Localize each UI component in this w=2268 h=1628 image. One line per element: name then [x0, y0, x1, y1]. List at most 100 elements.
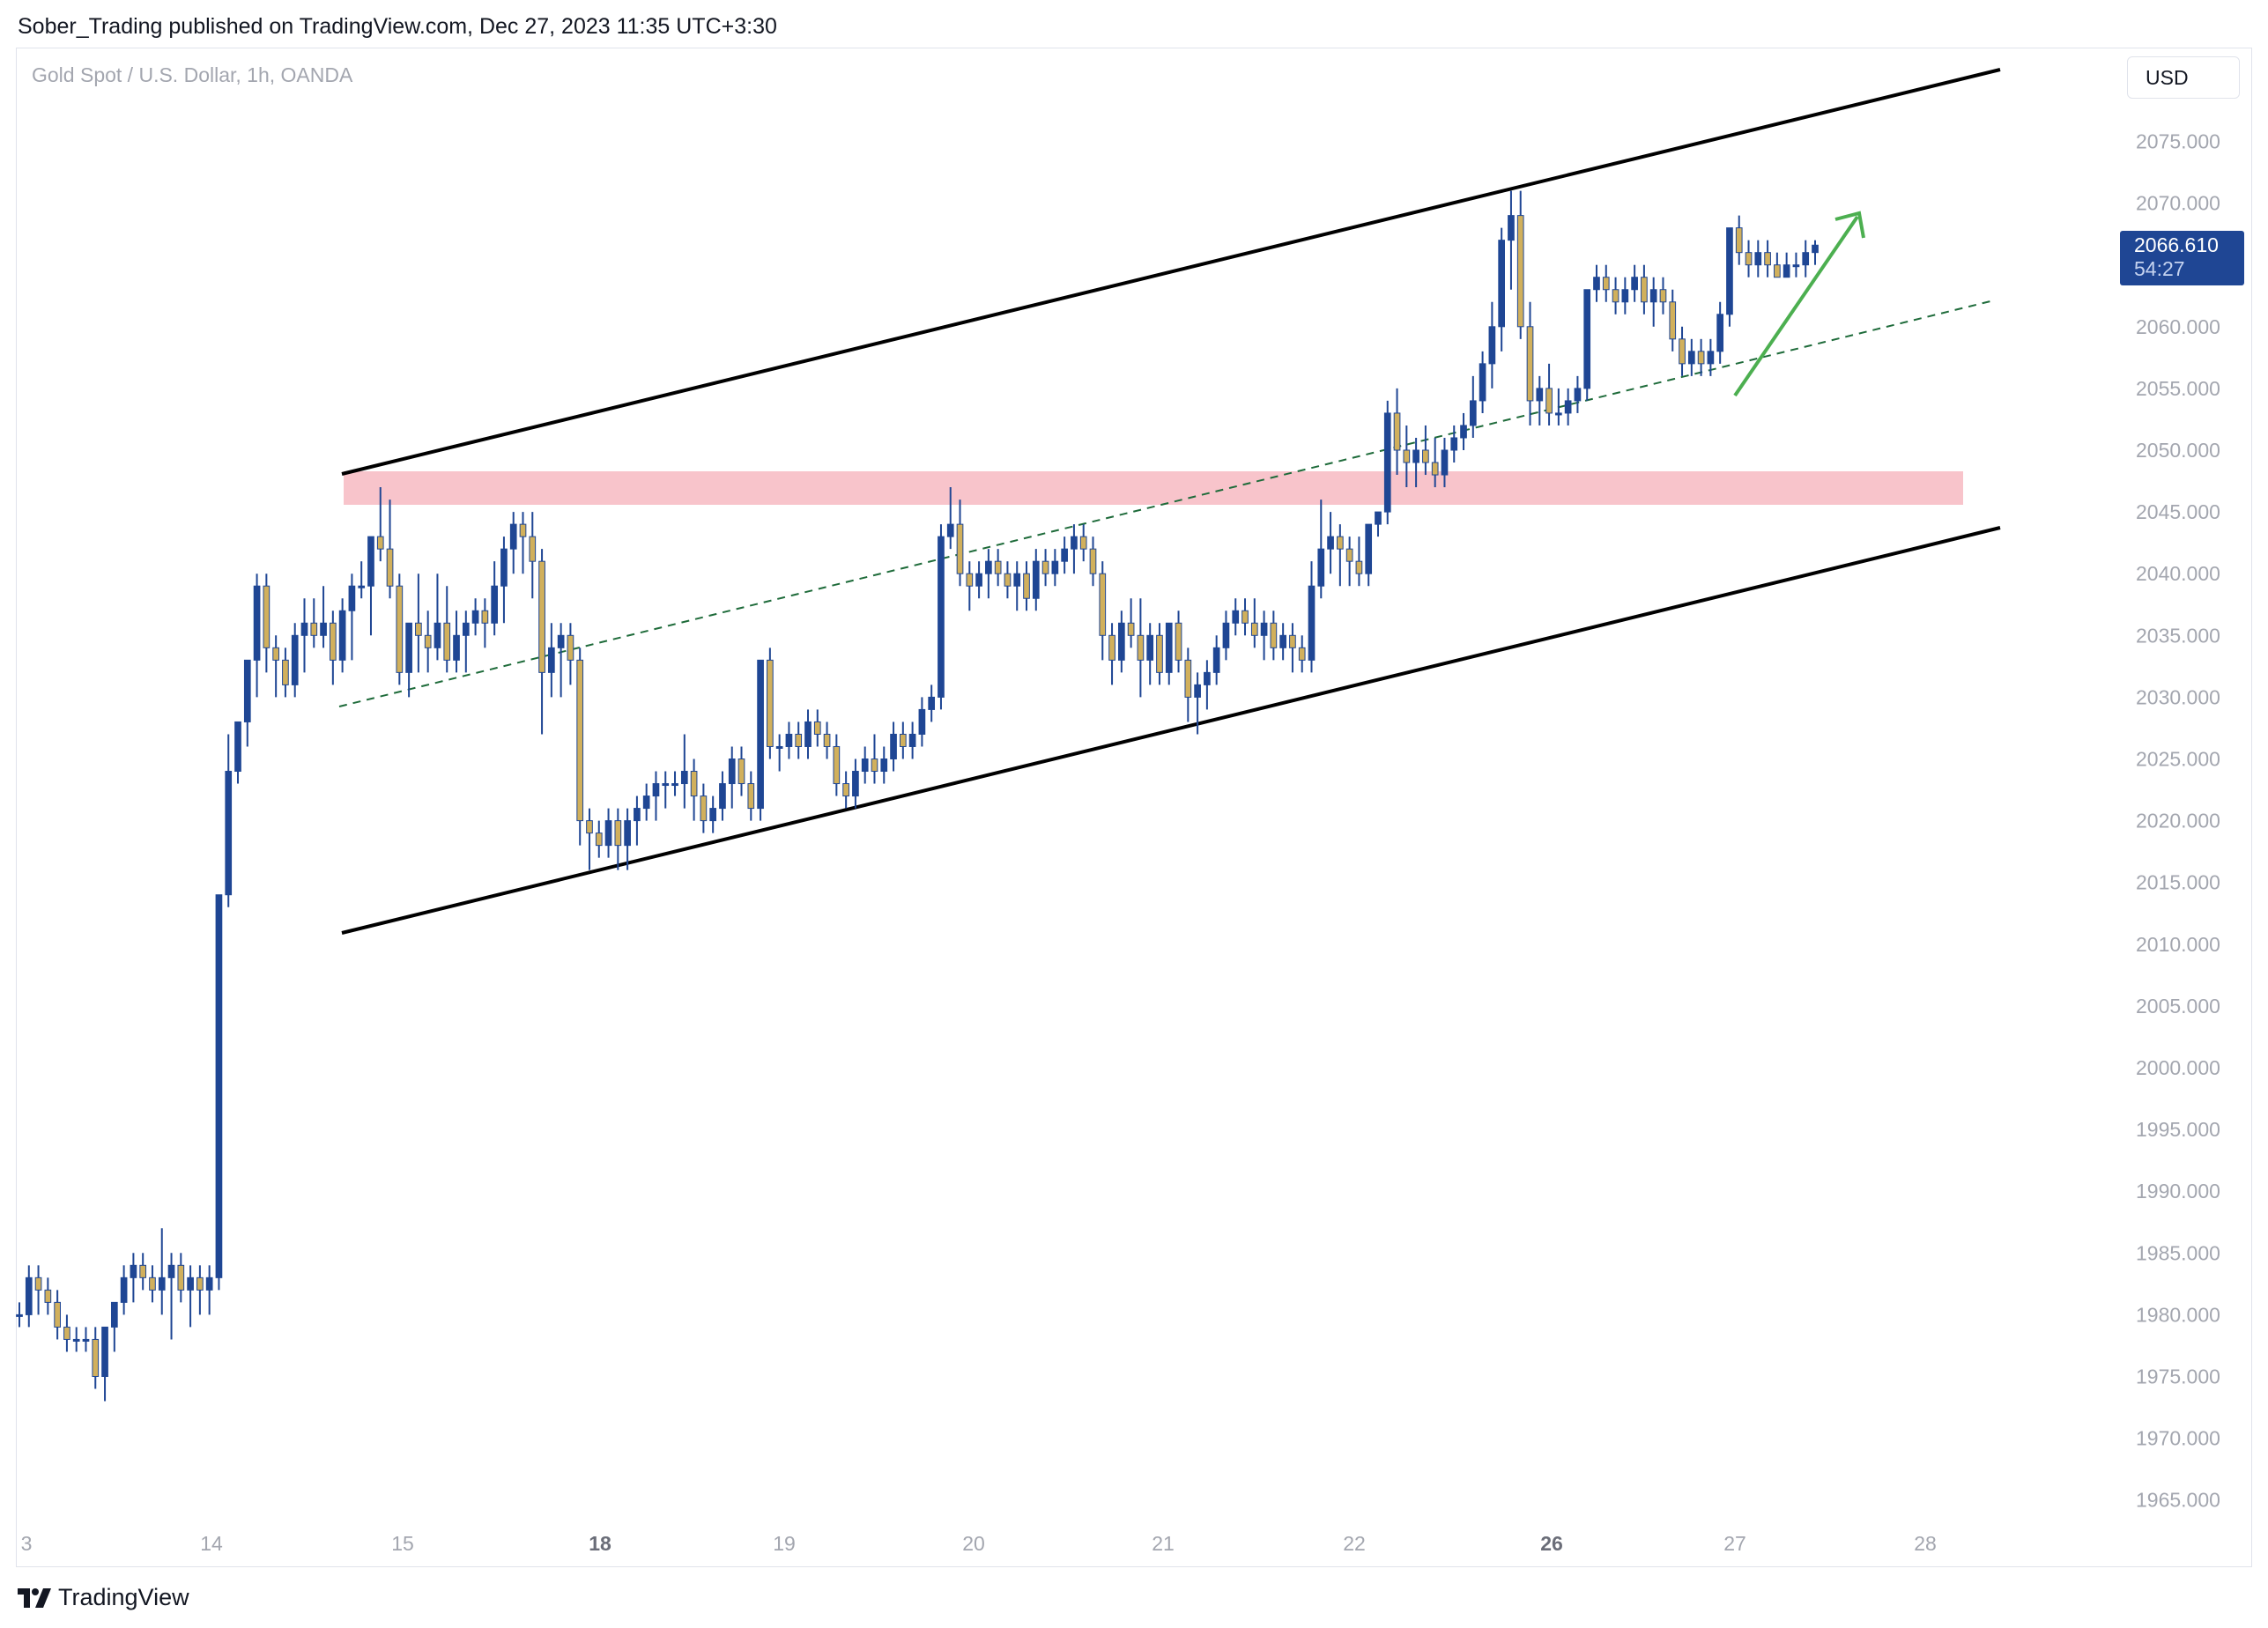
candle[interactable] — [1783, 252, 1790, 278]
candle[interactable] — [443, 586, 451, 673]
candle[interactable] — [434, 574, 441, 661]
candle[interactable] — [1583, 289, 1591, 401]
candle[interactable] — [966, 561, 974, 611]
candle[interactable] — [1279, 623, 1286, 661]
candle[interactable] — [1137, 598, 1145, 698]
candle[interactable] — [348, 574, 356, 661]
candle[interactable] — [1260, 610, 1268, 661]
candle[interactable] — [1687, 338, 1695, 376]
candle[interactable] — [1649, 277, 1657, 327]
candle[interactable] — [1345, 536, 1353, 587]
candle[interactable] — [139, 1253, 147, 1291]
candle[interactable] — [1127, 598, 1135, 648]
candle[interactable] — [491, 561, 498, 636]
candle[interactable] — [918, 697, 926, 747]
candle[interactable] — [1707, 338, 1715, 376]
candle[interactable] — [1726, 227, 1733, 327]
candle[interactable] — [595, 820, 603, 858]
chart-panel[interactable] — [16, 48, 2252, 1567]
candle[interactable] — [1612, 277, 1619, 314]
candle[interactable] — [737, 746, 745, 796]
candle[interactable] — [509, 512, 517, 574]
candle[interactable] — [1450, 425, 1458, 463]
candle[interactable] — [956, 500, 964, 587]
candle[interactable] — [1812, 240, 1819, 265]
candle[interactable] — [795, 722, 803, 759]
candle[interactable] — [1764, 240, 1771, 278]
candle[interactable] — [634, 796, 641, 846]
candle[interactable] — [1204, 660, 1211, 710]
candle[interactable] — [1774, 252, 1781, 278]
candle[interactable] — [1337, 524, 1344, 587]
candle[interactable] — [338, 598, 346, 673]
candle[interactable] — [624, 808, 631, 870]
candle[interactable] — [16, 1302, 23, 1328]
candle[interactable] — [1555, 388, 1562, 426]
candle[interactable] — [946, 487, 954, 550]
candle[interactable] — [1289, 623, 1296, 673]
candle[interactable] — [1621, 277, 1629, 314]
candle[interactable] — [928, 684, 936, 722]
candle[interactable] — [25, 1265, 33, 1328]
candle[interactable] — [994, 549, 1002, 587]
candle[interactable] — [110, 1301, 118, 1352]
candle[interactable] — [1745, 240, 1753, 278]
candle[interactable] — [1479, 351, 1486, 413]
tradingview-logo[interactable]: TradingView — [18, 1584, 189, 1611]
candle[interactable] — [861, 746, 869, 784]
candle[interactable] — [671, 771, 678, 796]
candle[interactable] — [92, 1327, 100, 1389]
candle[interactable] — [1051, 549, 1059, 587]
candle[interactable] — [767, 648, 774, 759]
candle[interactable] — [1792, 252, 1800, 278]
candle[interactable] — [205, 1265, 213, 1315]
candle[interactable] — [709, 796, 717, 833]
candle[interactable] — [662, 771, 670, 809]
candle[interactable] — [700, 783, 708, 833]
candle[interactable] — [557, 623, 565, 698]
candle[interactable] — [82, 1327, 90, 1352]
candle[interactable] — [1023, 561, 1030, 611]
candle[interactable] — [1593, 264, 1600, 302]
candle[interactable] — [453, 610, 460, 673]
candle[interactable] — [1460, 412, 1467, 450]
candle[interactable] — [1146, 623, 1154, 685]
candle[interactable] — [34, 1265, 42, 1315]
candle[interactable] — [1422, 425, 1429, 476]
candle[interactable] — [215, 894, 223, 1291]
candle[interactable] — [1564, 388, 1572, 426]
candle[interactable] — [272, 635, 279, 698]
resistance-zone[interactable] — [344, 471, 1963, 505]
candle[interactable] — [1308, 561, 1316, 673]
candle[interactable] — [1071, 524, 1078, 574]
candle[interactable] — [1754, 240, 1762, 278]
candle[interactable] — [775, 734, 783, 772]
candle[interactable] — [1079, 524, 1087, 562]
candle[interactable] — [842, 771, 849, 809]
candle[interactable] — [329, 610, 337, 685]
candle[interactable] — [529, 512, 537, 599]
candle[interactable] — [567, 623, 574, 685]
candle[interactable] — [586, 808, 593, 870]
candle[interactable] — [481, 598, 489, 648]
candle[interactable] — [719, 771, 726, 821]
candle[interactable] — [310, 598, 318, 648]
candle[interactable] — [1194, 672, 1201, 735]
candle[interactable] — [1004, 561, 1012, 599]
candle[interactable] — [44, 1277, 52, 1315]
currency-button[interactable]: USD — [2127, 56, 2240, 99]
candle[interactable] — [1536, 375, 1544, 426]
candle[interactable] — [1165, 622, 1173, 685]
candle[interactable] — [1270, 610, 1278, 661]
candle[interactable] — [177, 1253, 185, 1303]
candle[interactable] — [1241, 598, 1249, 636]
candle[interactable] — [880, 746, 888, 784]
candle[interactable] — [263, 574, 271, 673]
candle[interactable] — [1516, 190, 1524, 339]
candle[interactable] — [1669, 289, 1677, 352]
candle[interactable] — [196, 1265, 204, 1315]
candle[interactable] — [1013, 561, 1021, 611]
candle[interactable] — [1298, 635, 1306, 673]
candle[interactable] — [1061, 536, 1068, 574]
candle[interactable] — [500, 536, 508, 624]
